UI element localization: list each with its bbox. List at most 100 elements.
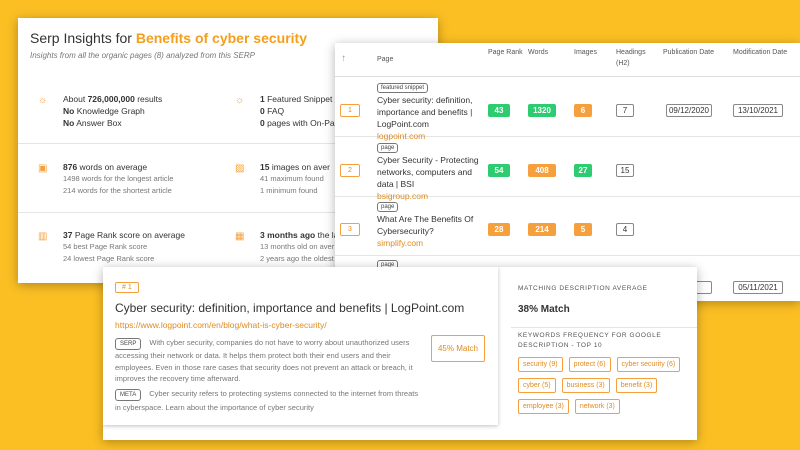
stat-text: Page Rank score on average: [72, 230, 185, 240]
stat-text: 214 words for the shortest article: [63, 186, 172, 195]
page-tag: page: [377, 143, 399, 153]
stat-line: 13 months old on aver: [260, 242, 334, 251]
page-cell: page Cyber Security - Protecting networks…: [377, 140, 482, 202]
page-rank-badge: 28: [488, 223, 510, 236]
detail-panel: # 1 Cyber security: definition, importan…: [103, 267, 697, 440]
serp-label: SERP: [115, 338, 142, 350]
keyword-chip: security (9): [518, 357, 563, 372]
meta-description: META Cyber security refers to protecting …: [115, 387, 420, 414]
title-keyword: Benefits of cyber security: [135, 30, 307, 46]
stat-icon: ▨: [235, 163, 245, 174]
row-divider: [335, 136, 800, 137]
stat-line: No Answer Box: [63, 118, 122, 128]
divider: [18, 212, 438, 213]
sort-arrow: ↑: [341, 53, 346, 64]
page-domain: simplify.com: [377, 238, 424, 248]
page-cell: page What Are The Benefits Of Cybersecuri…: [377, 199, 482, 249]
stat-text: 24 lowest Page Rank score: [63, 254, 155, 263]
stat-text: 41 maximum found: [260, 174, 324, 183]
average-label: MATCHING DESCRIPTION AVERAGE: [518, 285, 648, 292]
stat-line: About 726,000,000 results: [63, 94, 162, 104]
stat-text: images on aver: [269, 162, 330, 172]
stat-line: 1498 words for the longest article: [63, 174, 173, 183]
result-title: Cyber security: definition, importance a…: [115, 301, 465, 315]
row-divider: [335, 196, 800, 197]
images-badge: 6: [574, 104, 592, 117]
stat-text: the la: [315, 230, 339, 240]
header-divider: [335, 76, 800, 77]
stat-text: 726,000,000: [87, 94, 135, 104]
stat-line: 37 Page Rank score on average: [63, 230, 185, 240]
stat-text: 37: [63, 230, 73, 240]
meta-label: META: [115, 389, 142, 401]
stat-line: No Knowledge Graph: [63, 106, 145, 116]
stat-text: 2 years ago the oldest: [260, 254, 334, 263]
stat-line: 2 years ago the oldest: [260, 254, 334, 263]
column-header: Publication Date: [663, 49, 714, 56]
rank-box: 1: [340, 104, 360, 117]
words-badge: 408: [528, 164, 556, 177]
title-prefix: Serp Insights for: [30, 30, 132, 46]
headings-box: 4: [616, 223, 634, 236]
images-badge: 27: [574, 164, 592, 177]
stat-text: Featured Snippet: [264, 94, 333, 104]
stat-text: 0: [260, 106, 265, 116]
keywords-label: KEYWORDS FREQUENCY FOR GOOGLE DESCRIPTIO…: [518, 332, 662, 349]
column-header: Page: [377, 56, 394, 63]
column-header: Headings (H2): [616, 49, 646, 67]
stat-text: words on average: [77, 162, 148, 172]
stat-icon: ☼: [235, 95, 245, 106]
column-header: Page Rank: [488, 49, 523, 56]
stat-line: 15 images on aver: [260, 162, 330, 172]
page-cell: featured snippet Cyber security: definiti…: [377, 80, 482, 142]
divider: [18, 143, 438, 144]
divider: [511, 327, 697, 328]
average-value: 38% Match: [518, 304, 570, 315]
stat-text: 3 months ago: [260, 230, 316, 240]
page-rank-badge: 54: [488, 164, 510, 177]
stat-text: 54 best Page Rank score: [63, 242, 148, 251]
page-domain: logpoint.com: [377, 131, 426, 141]
stat-line: 41 maximum found: [260, 174, 324, 183]
stat-text: About: [63, 94, 88, 104]
images-badge: 5: [574, 223, 592, 236]
page-title: Cyber security: definition, importance a…: [377, 95, 473, 129]
stat-text: Answer Box: [74, 118, 122, 128]
stat-text: 1 minimum found: [260, 186, 318, 195]
keyword-chip: benefit (3): [615, 378, 658, 393]
stat-icon: ☼: [38, 95, 48, 106]
stat-line: 0 pages with On-Pag: [260, 118, 339, 128]
row-divider: [335, 255, 800, 256]
results-table: ↑ Page Page Rank Words Images Headings (H2) P…: [335, 43, 800, 301]
words-badge: 214: [528, 223, 556, 236]
match-button[interactable]: 45% Match: [431, 335, 485, 362]
keyword-chip: business (3): [561, 378, 610, 393]
keyword-list: security (9) protect (6) cyber security (6…: [518, 357, 688, 414]
keyword-chip: employee (3): [518, 399, 569, 414]
stat-line: 3 months ago the la: [260, 230, 338, 240]
stat-text: FAQ: [264, 106, 285, 116]
stat-text: results: [134, 94, 163, 104]
keyword-chip: cyber (5): [518, 378, 556, 393]
column-header: Words: [528, 49, 549, 56]
rank-box: 2: [340, 164, 360, 177]
stat-text: 1: [260, 94, 265, 104]
page-domain: bsigroup.com: [377, 191, 429, 201]
page-tag: featured snippet: [377, 83, 429, 93]
page-tag: page: [377, 202, 399, 212]
page-title: What Are The Benefits Of Cybersecurity?: [377, 214, 474, 236]
column-header: Images: [574, 49, 597, 56]
stat-text: No: [63, 106, 75, 116]
keyword-chip: cyber security (6): [616, 357, 681, 372]
stat-text: 876: [63, 162, 78, 172]
modification-date: 13/10/2021: [733, 104, 783, 117]
keyword-chip: network (3): [574, 399, 620, 414]
insights-subtitle: Insights from all the organic pages (8) …: [30, 51, 255, 60]
column-header: Modification Date: [733, 49, 788, 56]
serp-description: SERP With cyber security, companies do no…: [115, 337, 420, 385]
stat-text: Knowledge Graph: [74, 106, 145, 116]
stat-line: 0 FAQ: [260, 106, 284, 116]
rank-box: 3: [340, 223, 360, 236]
stat-line: 54 best Page Rank score: [63, 242, 147, 251]
